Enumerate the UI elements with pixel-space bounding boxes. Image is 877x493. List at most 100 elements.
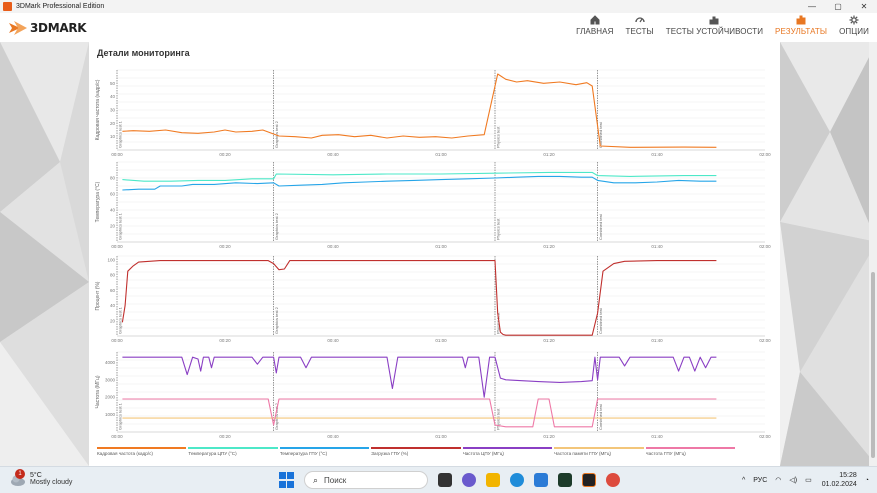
series-line-cpu-clock	[122, 356, 717, 398]
legend-item[interactable]: Загрузка ГПУ (%)	[371, 447, 461, 461]
weather-widget[interactable]: 1 5°C Mostly cloudy	[10, 469, 73, 487]
segment-marker-label: Physics test	[496, 408, 501, 430]
x-tick-label: 01:00	[435, 152, 447, 157]
nav-tests[interactable]: ТЕСТЫ	[626, 15, 654, 36]
series-line-fps	[122, 73, 717, 148]
x-tick-label: 02:00	[759, 244, 771, 249]
cloud-icon: 1	[10, 469, 26, 487]
x-tick-label: 01:00	[435, 338, 447, 343]
minimize-button[interactable]: —	[808, 2, 816, 11]
y-tick-label: 4000	[105, 360, 116, 365]
legend-swatch	[188, 447, 278, 449]
segment-marker-label: Physics test	[496, 218, 501, 240]
edge-icon[interactable]	[510, 473, 524, 487]
chrome-icon[interactable]	[606, 473, 620, 487]
x-tick-label: 00:40	[327, 152, 339, 157]
vertical-scrollbar[interactable]	[869, 42, 877, 466]
y-tick-label: 100	[107, 257, 115, 262]
nav-results[interactable]: РЕЗУЛЬТАТЫ	[775, 15, 827, 36]
segment-marker-label: Physics test	[496, 126, 501, 148]
taskbar-search[interactable]: ⌕ Поиск	[304, 471, 428, 489]
y-tick-label: 40	[110, 303, 116, 308]
home-icon	[590, 15, 600, 25]
brand-logo[interactable]: 3DMARK	[8, 19, 87, 37]
segment-marker-label: Graphics test 2	[274, 402, 279, 430]
segment-marker-label: Graphics test 1	[118, 212, 123, 240]
x-tick-label: 00:20	[219, 434, 231, 439]
chart-panel-1: 10 20 30 40 50 Кадровая частота (кадр/с) 00:00…	[95, 69, 771, 157]
y-tick-label: 30	[110, 108, 116, 113]
segment-marker-label: Graphics test 1	[118, 306, 123, 334]
legend-item[interactable]: Температура ГПУ (°C)	[279, 447, 370, 461]
speaker-icon[interactable]: ◁)	[789, 477, 798, 484]
y-axis-label: Кадровая частота (кадр/с)	[95, 79, 101, 140]
wifi-icon[interactable]: ◠	[775, 477, 782, 484]
brand-name: 3DMARK	[30, 21, 87, 35]
segment-marker-label: Graphics test 1	[118, 120, 123, 148]
search-icon: ⌕	[313, 474, 319, 485]
weather-description: Mostly cloudy	[30, 479, 73, 486]
taskbar-clock[interactable]: 15:28 01.02.2024	[822, 471, 857, 489]
y-tick-label: 50	[110, 81, 116, 86]
segment-marker-label: Combined test	[598, 403, 603, 430]
chart-panel-3: 20 40 60 80 100 Процент (%) 00:00 00:20 00:40 01:…	[95, 255, 771, 343]
series-line-gpu-load	[121, 260, 717, 336]
legend-label: Частота памяти ГПУ (МГц)	[554, 451, 612, 456]
y-tick-label: 20	[110, 121, 116, 126]
legend-item[interactable]: Кадровая частота (кадр/с)	[97, 447, 187, 461]
chat-icon[interactable]	[462, 473, 476, 487]
legend-swatch	[554, 447, 644, 449]
notifications-icon[interactable]: ◔	[864, 476, 869, 484]
xbox-icon[interactable]	[558, 473, 572, 487]
gauge-icon	[634, 17, 645, 23]
y-tick-label: 1000	[105, 412, 116, 417]
nav-label: ОПЦИИ	[839, 27, 869, 36]
scrollbar-thumb[interactable]	[871, 272, 875, 458]
y-tick-label: 20	[110, 224, 116, 229]
gear-icon	[849, 15, 859, 25]
x-tick-label: 01:20	[543, 338, 555, 343]
legend-label: Частота ЦПУ (МГц)	[462, 451, 504, 456]
3dmark-taskbar-icon[interactable]	[582, 473, 596, 487]
monitoring-panel: Детали мониторинга 10 20 30 40 50 Кадровая ча…	[89, 42, 780, 466]
y-tick-label: 20	[110, 318, 116, 323]
nav-options[interactable]: ОПЦИИ	[839, 15, 869, 36]
y-tick-label: 60	[110, 288, 116, 293]
x-tick-label: 00:20	[219, 152, 231, 157]
x-tick-label: 01:20	[543, 434, 555, 439]
close-button[interactable]: ✕	[860, 2, 868, 11]
x-tick-label: 01:40	[651, 338, 663, 343]
segment-marker-label: Combined test	[598, 213, 603, 240]
windows-start-icon[interactable]	[278, 472, 294, 488]
language-indicator[interactable]: РУС	[753, 476, 768, 484]
legend-item[interactable]: Температура ЦПУ (°C)	[188, 447, 278, 461]
nav-stress[interactable]: ТЕСТЫ УСТОЙЧИВОСТИ	[666, 15, 763, 36]
nav-home[interactable]: ГЛАВНАЯ	[576, 15, 613, 36]
y-axis-label: Температура (°C)	[95, 181, 101, 222]
nav-label: ТЕСТЫ УСТОЙЧИВОСТИ	[665, 27, 764, 36]
battery-icon[interactable]: ▭	[805, 477, 812, 484]
monitoring-charts: 10 20 30 40 50 Кадровая частота (кадр/с) 00:00…	[95, 69, 771, 439]
legend-item[interactable]: Частота ГПУ (МГц)	[645, 447, 735, 461]
task-view-icon[interactable]	[438, 473, 452, 487]
x-tick-label: 01:40	[651, 152, 663, 157]
legend-item[interactable]: Частота памяти ГПУ (МГц)	[554, 447, 644, 461]
chevron-up-icon[interactable]: ^	[741, 476, 746, 484]
file-explorer-icon[interactable]	[486, 473, 500, 487]
legend-label: Загрузка ГПУ (%)	[371, 451, 409, 456]
legend-item[interactable]: Частота ЦПУ (МГц)	[462, 447, 553, 461]
store-icon[interactable]	[534, 473, 548, 487]
segment-marker-label: Graphics test 2	[274, 120, 279, 148]
window-title: 3DMark Professional Edition	[16, 3, 105, 10]
maximize-button[interactable]: ▢	[834, 2, 842, 11]
segment-marker-label: Graphics test 1	[118, 402, 123, 430]
clock-time: 15:28	[839, 472, 857, 479]
y-tick-label: 40	[110, 94, 116, 99]
panel-title: Детали мониторинга	[97, 48, 190, 58]
x-tick-label: 00:40	[327, 244, 339, 249]
x-tick-label: 00:00	[111, 338, 123, 343]
notification-badge: 1	[15, 469, 25, 479]
legend-label: Температура ГПУ (°C)	[279, 451, 328, 456]
x-tick-label: 02:00	[759, 152, 771, 157]
x-tick-label: 01:20	[543, 244, 555, 249]
